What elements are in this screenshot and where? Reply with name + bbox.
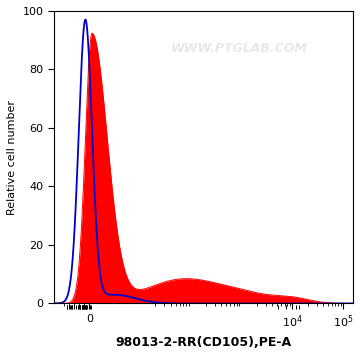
Text: WWW.PTGLAB.COM: WWW.PTGLAB.COM [171,42,308,56]
Y-axis label: Relative cell number: Relative cell number [7,100,17,215]
X-axis label: 98013-2-RR(CD105),PE-A: 98013-2-RR(CD105),PE-A [116,336,292,349]
